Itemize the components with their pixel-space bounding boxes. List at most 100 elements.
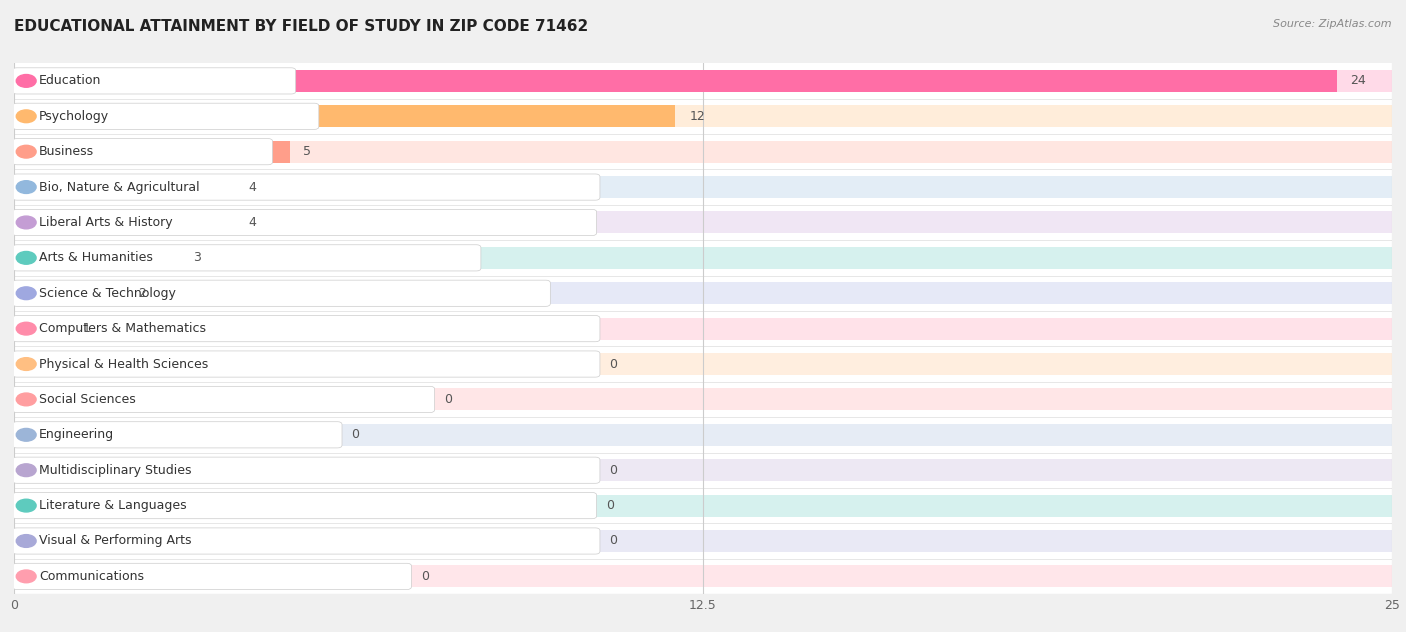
- Text: 5: 5: [304, 145, 311, 158]
- Bar: [14, 283, 1392, 304]
- Text: Literature & Languages: Literature & Languages: [39, 499, 187, 512]
- FancyBboxPatch shape: [14, 276, 1392, 311]
- Bar: [14, 70, 1337, 92]
- Text: Liberal Arts & History: Liberal Arts & History: [39, 216, 173, 229]
- FancyBboxPatch shape: [14, 559, 1392, 594]
- Text: Psychology: Psychology: [39, 110, 110, 123]
- FancyBboxPatch shape: [14, 63, 1392, 99]
- FancyBboxPatch shape: [13, 563, 412, 590]
- Bar: [14, 318, 1392, 339]
- Text: Source: ZipAtlas.com: Source: ZipAtlas.com: [1274, 19, 1392, 29]
- FancyBboxPatch shape: [13, 422, 342, 448]
- Circle shape: [17, 428, 37, 441]
- Circle shape: [17, 393, 37, 406]
- FancyBboxPatch shape: [13, 174, 600, 200]
- FancyBboxPatch shape: [14, 205, 1392, 240]
- Text: Multidisciplinary Studies: Multidisciplinary Studies: [39, 464, 191, 477]
- Bar: [14, 176, 1392, 198]
- Circle shape: [17, 181, 37, 193]
- Text: 2: 2: [138, 287, 146, 300]
- FancyBboxPatch shape: [13, 457, 600, 483]
- Text: 0: 0: [609, 464, 617, 477]
- Text: Engineering: Engineering: [39, 428, 114, 441]
- FancyBboxPatch shape: [13, 351, 600, 377]
- Text: Computers & Mathematics: Computers & Mathematics: [39, 322, 205, 335]
- Bar: [14, 353, 1392, 375]
- Circle shape: [17, 287, 37, 300]
- Text: 0: 0: [352, 428, 360, 441]
- Text: Business: Business: [39, 145, 94, 158]
- FancyBboxPatch shape: [14, 417, 1392, 453]
- Circle shape: [17, 358, 37, 370]
- Text: 3: 3: [193, 252, 201, 264]
- Circle shape: [17, 535, 37, 547]
- Text: 4: 4: [249, 181, 256, 193]
- Bar: [14, 459, 1392, 481]
- Circle shape: [17, 216, 37, 229]
- Bar: [14, 106, 675, 127]
- Text: Education: Education: [39, 75, 101, 87]
- Bar: [14, 141, 290, 162]
- Bar: [14, 318, 69, 339]
- FancyBboxPatch shape: [13, 315, 600, 342]
- Bar: [14, 141, 1392, 162]
- Text: Communications: Communications: [39, 570, 143, 583]
- Text: 0: 0: [444, 393, 451, 406]
- FancyBboxPatch shape: [13, 492, 596, 519]
- FancyBboxPatch shape: [14, 453, 1392, 488]
- FancyBboxPatch shape: [13, 68, 295, 94]
- Circle shape: [17, 75, 37, 87]
- Text: Arts & Humanities: Arts & Humanities: [39, 252, 153, 264]
- FancyBboxPatch shape: [14, 488, 1392, 523]
- FancyBboxPatch shape: [13, 386, 434, 413]
- Circle shape: [17, 145, 37, 158]
- FancyBboxPatch shape: [13, 528, 600, 554]
- Text: 0: 0: [420, 570, 429, 583]
- Text: 0: 0: [606, 499, 614, 512]
- Circle shape: [17, 570, 37, 583]
- FancyBboxPatch shape: [14, 523, 1392, 559]
- Circle shape: [17, 464, 37, 477]
- Bar: [14, 70, 1392, 92]
- FancyBboxPatch shape: [13, 138, 273, 165]
- Text: 0: 0: [609, 535, 617, 547]
- Text: Science & Technology: Science & Technology: [39, 287, 176, 300]
- Bar: [14, 495, 1392, 516]
- FancyBboxPatch shape: [13, 280, 550, 307]
- Bar: [14, 106, 1392, 127]
- Text: 0: 0: [609, 358, 617, 370]
- Text: EDUCATIONAL ATTAINMENT BY FIELD OF STUDY IN ZIP CODE 71462: EDUCATIONAL ATTAINMENT BY FIELD OF STUDY…: [14, 19, 588, 34]
- Bar: [14, 424, 1392, 446]
- Text: Visual & Performing Arts: Visual & Performing Arts: [39, 535, 191, 547]
- FancyBboxPatch shape: [14, 99, 1392, 134]
- FancyBboxPatch shape: [14, 240, 1392, 276]
- Text: Social Sciences: Social Sciences: [39, 393, 135, 406]
- Bar: [14, 176, 235, 198]
- Circle shape: [17, 252, 37, 264]
- Text: 4: 4: [249, 216, 256, 229]
- Text: 12: 12: [689, 110, 704, 123]
- Bar: [14, 389, 1392, 410]
- Text: 24: 24: [1351, 75, 1367, 87]
- FancyBboxPatch shape: [14, 311, 1392, 346]
- FancyBboxPatch shape: [14, 382, 1392, 417]
- FancyBboxPatch shape: [13, 209, 596, 236]
- Bar: [14, 566, 1392, 587]
- Text: Physical & Health Sciences: Physical & Health Sciences: [39, 358, 208, 370]
- Bar: [14, 212, 235, 233]
- Bar: [14, 247, 180, 269]
- Circle shape: [17, 499, 37, 512]
- FancyBboxPatch shape: [13, 245, 481, 271]
- Circle shape: [17, 110, 37, 123]
- FancyBboxPatch shape: [13, 103, 319, 130]
- FancyBboxPatch shape: [14, 169, 1392, 205]
- Bar: [14, 247, 1392, 269]
- Bar: [14, 212, 1392, 233]
- Bar: [14, 283, 124, 304]
- FancyBboxPatch shape: [14, 346, 1392, 382]
- Text: 1: 1: [83, 322, 91, 335]
- Bar: [14, 530, 1392, 552]
- FancyBboxPatch shape: [14, 134, 1392, 169]
- Circle shape: [17, 322, 37, 335]
- Text: Bio, Nature & Agricultural: Bio, Nature & Agricultural: [39, 181, 200, 193]
